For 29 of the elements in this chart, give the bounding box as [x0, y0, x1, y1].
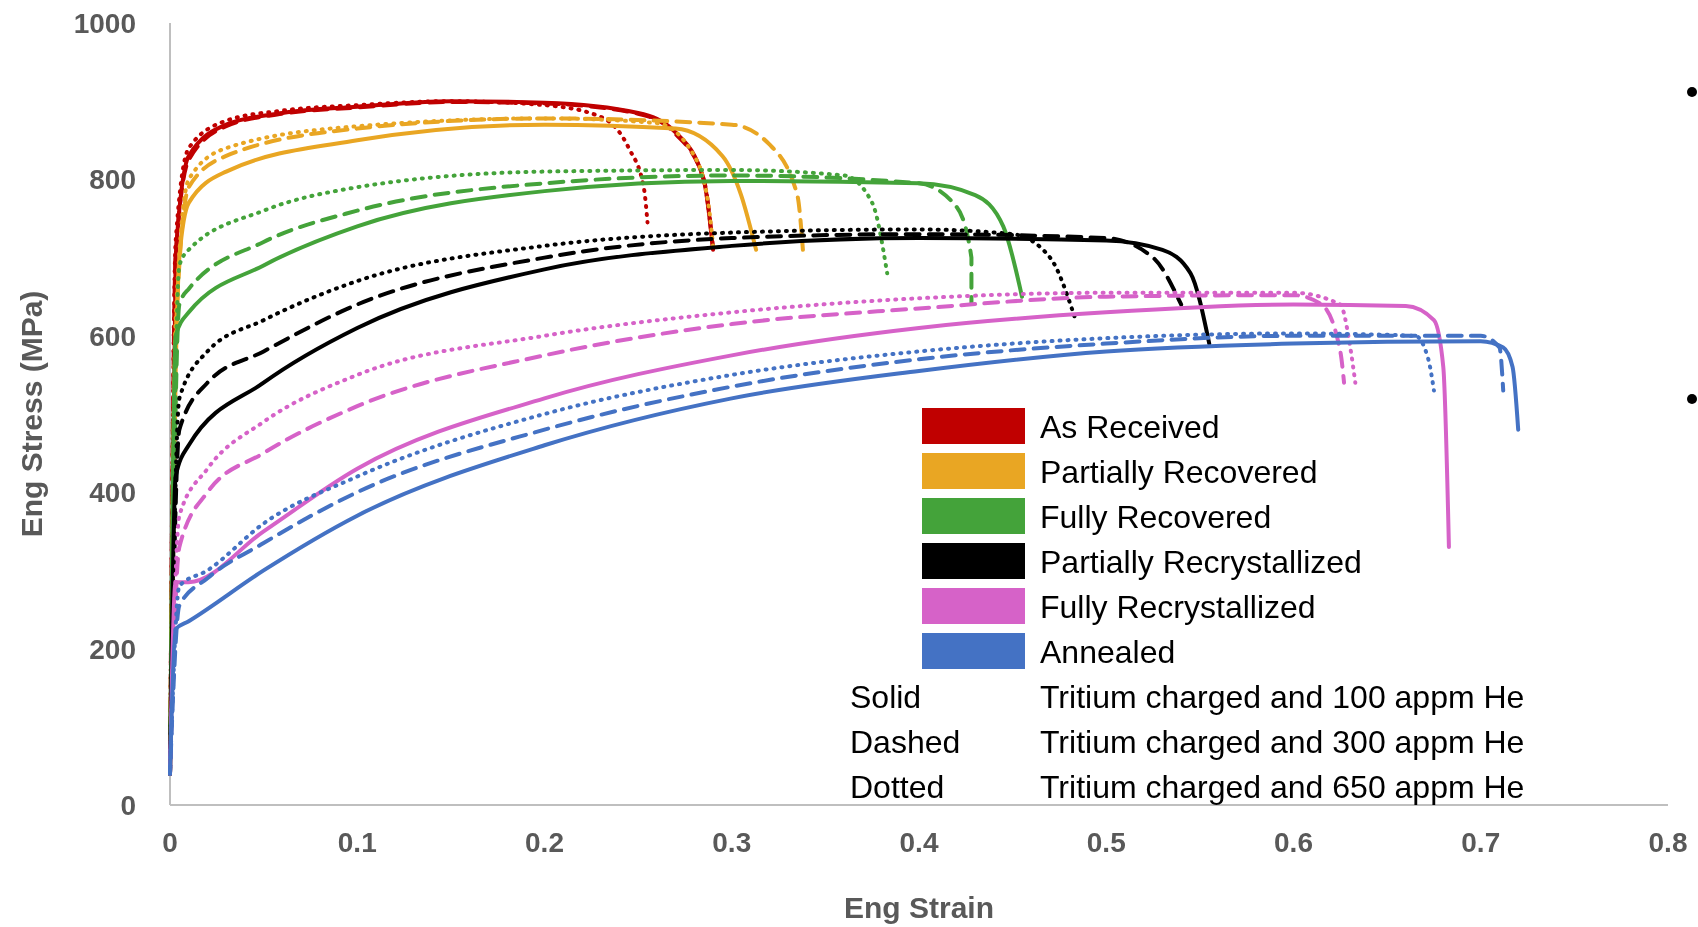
- annotation: Dashed: [850, 724, 961, 760]
- y-tick-label: 400: [89, 477, 136, 509]
- y-axis-title: Eng Stress (MPa): [15, 290, 48, 538]
- annotation: Tritium charged and 650 appm He: [1040, 769, 1525, 805]
- legend-label: Fully Recrystallized: [1040, 589, 1316, 625]
- x-tick-label: 0.3: [712, 827, 752, 858]
- legend-label: As Received: [1040, 409, 1220, 445]
- x-tick-label: 0.4: [899, 827, 939, 858]
- x-tick-label: 0.7: [1461, 827, 1501, 858]
- y-tick-label: 200: [89, 633, 136, 665]
- x-tick-label: 0.1: [337, 827, 377, 858]
- x-tick-label: 0: [162, 827, 178, 858]
- annotation: Dotted: [850, 769, 945, 805]
- legend-label: Fully Recovered: [1040, 499, 1272, 535]
- annotation: Tritium charged and 300 appm He: [1040, 724, 1525, 760]
- annotation: Tritium charged and 100 appm He: [1040, 679, 1525, 715]
- legend-label: Annealed: [1040, 634, 1176, 670]
- x-tick-label: 0.8: [1648, 827, 1688, 858]
- x-axis-title: Eng Strain: [843, 891, 995, 924]
- x-tick-label: 0.2: [525, 827, 564, 858]
- y-tick-label: 600: [89, 320, 136, 352]
- legend-label: Partially Recovered: [1040, 454, 1318, 490]
- y-tick-label: 800: [89, 164, 136, 196]
- annotation: Solid: [850, 679, 922, 715]
- x-tick-label: 0.5: [1086, 827, 1126, 858]
- legend-label: Partially Recrystallized: [1040, 544, 1362, 580]
- y-tick-label: 1000: [73, 8, 136, 39]
- y-tick-label: 0: [120, 790, 136, 821]
- x-tick-label: 0.6: [1274, 827, 1313, 858]
